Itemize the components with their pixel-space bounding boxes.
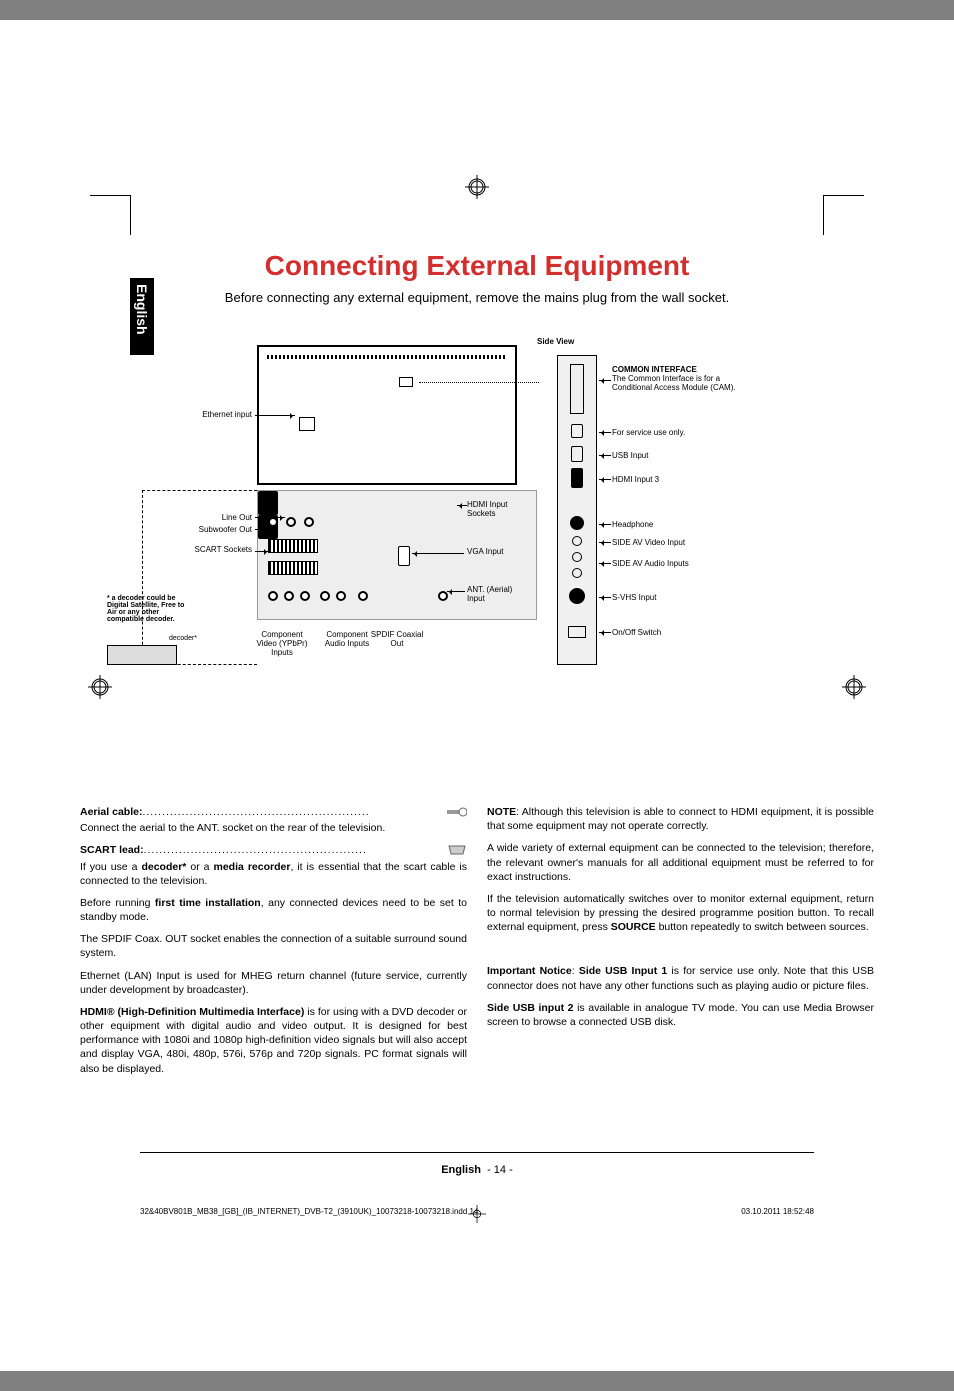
note-text: NOTE: Although this television is able t… bbox=[487, 805, 874, 833]
registration-mark-icon bbox=[465, 175, 489, 199]
label-ci-desc: The Common Interface is for a Conditiona… bbox=[612, 374, 736, 392]
label-ant: ANT. (Aerial) Input bbox=[467, 585, 527, 603]
page-title: Connecting External Equipment bbox=[80, 250, 874, 282]
body-columns: Aerial cable:...........................… bbox=[80, 805, 874, 1084]
label-lineout: Line Out bbox=[182, 513, 252, 522]
left-column: Aerial cable:...........................… bbox=[80, 805, 467, 1084]
aerial-connector-icon bbox=[447, 806, 467, 818]
label-comp-video: Component Video (YPbPr) Inputs bbox=[252, 630, 312, 657]
label-hdmi: HDMI Input Sockets bbox=[467, 500, 517, 518]
decoder-box-icon bbox=[107, 645, 177, 665]
registration-mark-icon bbox=[88, 675, 112, 699]
label-subout: Subwoofer Out bbox=[182, 525, 252, 534]
label-onoff: On/Off Switch bbox=[612, 628, 742, 637]
registration-mark-icon bbox=[468, 1205, 486, 1223]
spdif-text: The SPDIF Coax. OUT socket enables the c… bbox=[80, 932, 467, 960]
lan-text: Ethernet (LAN) Input is used for MHEG re… bbox=[80, 969, 467, 997]
intro-text: Before connecting any external equipment… bbox=[80, 290, 874, 305]
scart-connector-icon bbox=[447, 844, 467, 856]
crop-mark bbox=[823, 195, 824, 235]
footer-rule bbox=[140, 1152, 814, 1153]
aerial-lead: Aerial cable: bbox=[80, 805, 142, 819]
right-column: NOTE: Although this television is able t… bbox=[487, 805, 874, 1084]
indd-date: 03.10.2011 18:52:48 bbox=[741, 1207, 814, 1216]
side-connector-panel bbox=[557, 355, 597, 665]
crop-mark bbox=[824, 195, 864, 196]
indd-file: 32&40BV801B_MB38_[GB]_(IB_INTERNET)_DVB-… bbox=[140, 1207, 478, 1216]
crop-mark bbox=[130, 195, 131, 235]
fti-text: Before running first time installation, … bbox=[80, 896, 467, 924]
footer-page-number: English - 14 - bbox=[0, 1164, 954, 1176]
label-hdmi3: HDMI Input 3 bbox=[612, 475, 742, 484]
important-notice-text: Important Notice: Side USB Input 1 is fo… bbox=[487, 964, 874, 992]
connection-diagram: Side View Ethernet input Line Out Subwoo… bbox=[127, 325, 827, 705]
label-sideav-audio: SIDE AV Audio Inputs bbox=[612, 559, 742, 568]
tv-back-view bbox=[257, 345, 517, 485]
label-scart: SCART Sockets bbox=[182, 545, 252, 554]
label-ethernet: Ethernet input bbox=[182, 410, 252, 419]
crop-mark bbox=[90, 195, 130, 196]
aerial-text: Connect the aerial to the ANT. socket on… bbox=[80, 821, 467, 835]
scart-lead: SCART lead: bbox=[80, 843, 144, 857]
label-service: For service use only. bbox=[612, 428, 742, 437]
label-headphone: Headphone bbox=[612, 520, 742, 529]
decoder-footnote: * a decoder could be Digital Satellite, … bbox=[107, 595, 187, 623]
scart-text: If you use a decoder* or a media recorde… bbox=[80, 860, 467, 888]
hdmi-text: HDMI® (High-Definition Multimedia Interf… bbox=[80, 1005, 467, 1076]
side-view-label: Side View bbox=[537, 337, 574, 346]
usb2-text: Side USB input 2 is available in analogu… bbox=[487, 1001, 874, 1029]
source-text: If the television automatically switches… bbox=[487, 892, 874, 935]
decoder-label: decoder* bbox=[169, 635, 197, 642]
label-vga: VGA Input bbox=[467, 547, 507, 556]
label-svhs: S-VHS Input bbox=[612, 593, 742, 602]
label-spdif: SPDIF Coaxial Out bbox=[367, 630, 427, 648]
registration-mark-icon bbox=[842, 675, 866, 699]
label-ci-title: COMMON INTERFACE bbox=[612, 365, 697, 374]
variety-text: A wide variety of external equipment can… bbox=[487, 841, 874, 884]
label-sideav-video: SIDE AV Video Input bbox=[612, 538, 742, 547]
document-page: English Connecting External Equipment Be… bbox=[0, 20, 954, 1371]
label-usb: USB Input bbox=[612, 451, 742, 460]
